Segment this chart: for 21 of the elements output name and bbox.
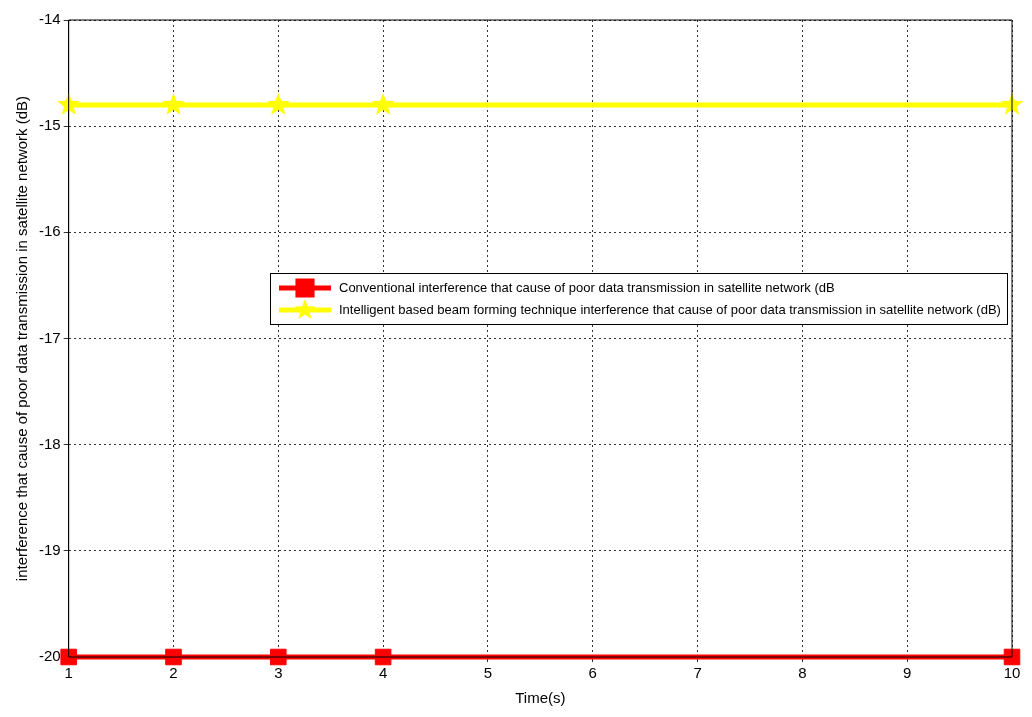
x-tick-label: 6 [588,664,597,682]
x-tick-label: 2 [169,664,178,682]
y-tick-label: -14 [38,10,61,28]
legend-label: Conventional interference that cause of poor data transmission in satellite network (dB [339,280,835,295]
x-tick-label: 9 [903,664,912,682]
x-axis-title: Time(s) [515,689,566,707]
x-tick-label: 4 [378,664,388,682]
y-tick-label: -17 [38,328,61,346]
x-tick-label: 5 [483,664,493,682]
y-axis-title: interference that cause of poor data transmission in satellite network (dB) [13,95,31,582]
y-tick-label: -20 [38,647,61,665]
y-tick-label: -15 [38,116,61,134]
y-tick-label: -18 [38,434,61,452]
legend-label: Intelligent based beam forming technique interference that cause of poor data transmission in satellite network (dB) [339,302,1001,317]
y-tick-label: -19 [38,540,61,558]
x-tick-label: 8 [798,664,807,682]
x-tick-label: 7 [693,664,702,682]
x-tick-label: 10 [1003,664,1021,682]
y-tick-label: -16 [38,222,61,240]
x-tick-label: 3 [274,664,283,682]
x-tick-label: 1 [64,664,73,682]
